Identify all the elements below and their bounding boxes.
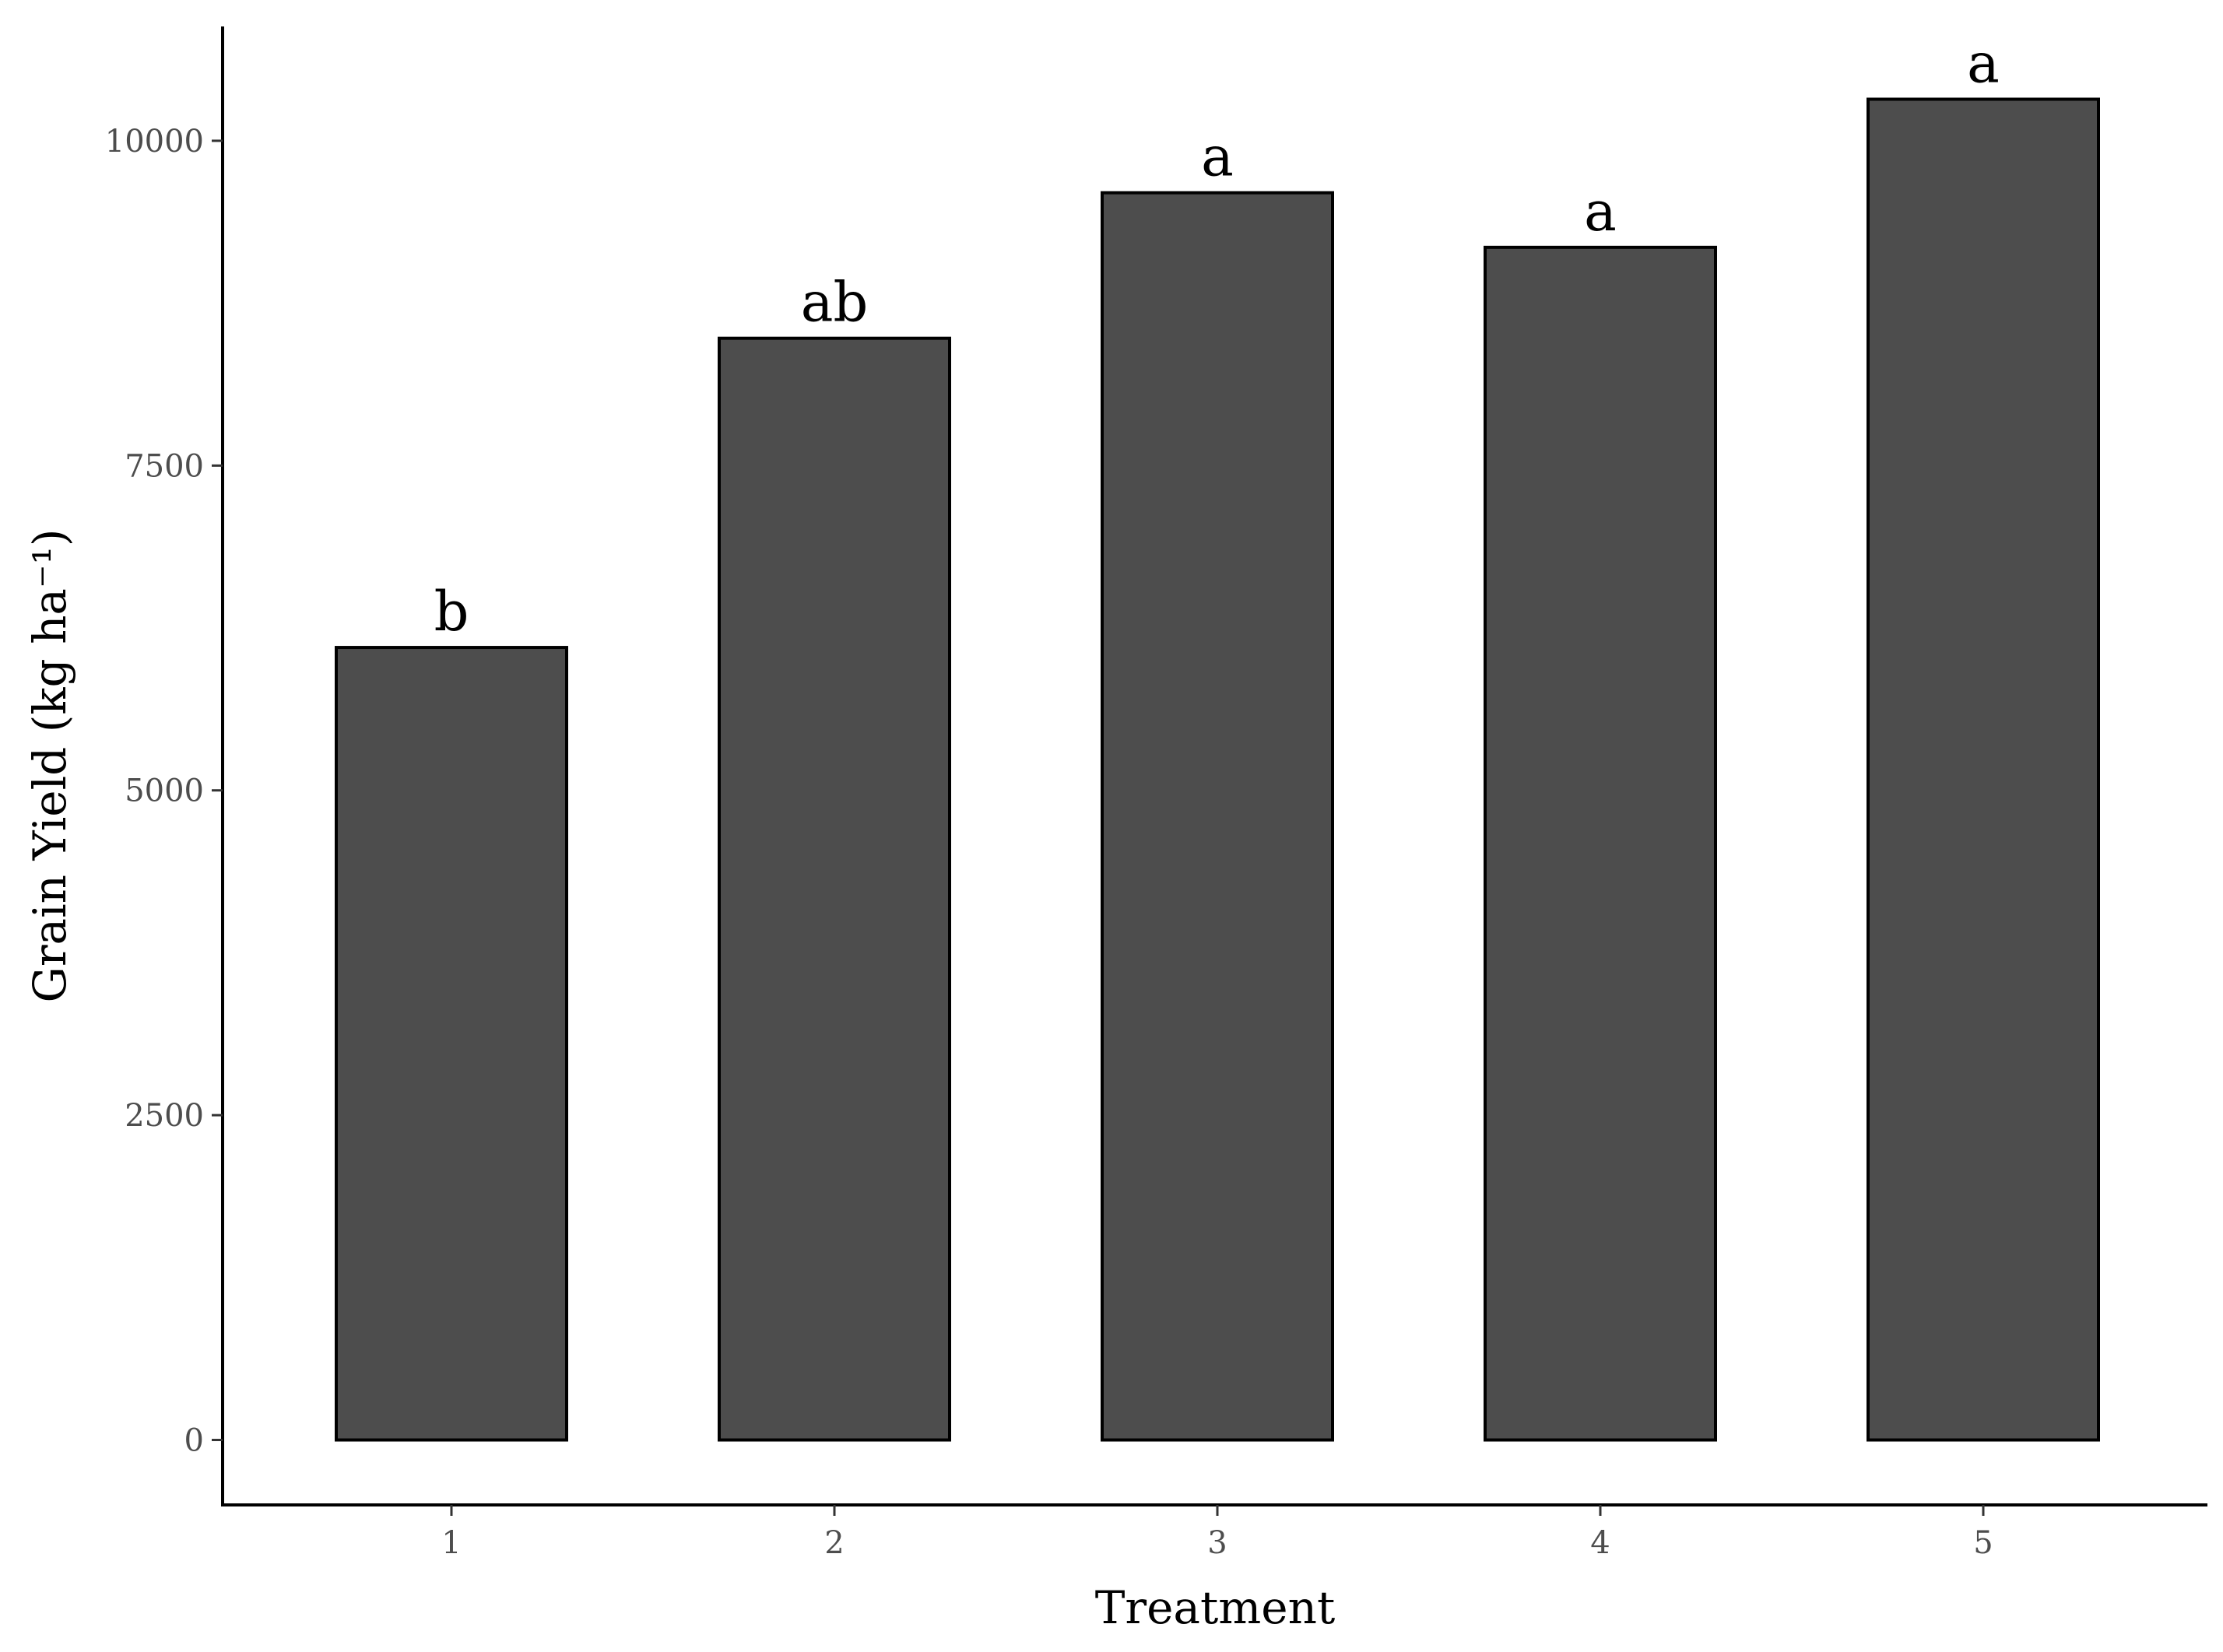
plot-area: b ab a a a 0 2500 5000 7500 10000 1 2 3 4 5 [105, 26, 2207, 1561]
bar-treatment-3 [1101, 191, 1334, 1442]
bar-treatment-1 [335, 646, 568, 1442]
significance-label-4: a [1584, 180, 1617, 244]
significance-label-3: a [1201, 125, 1234, 189]
significance-label-1: b [434, 580, 469, 644]
x-tick-label-4: 4 [1590, 1525, 1610, 1561]
x-axis-title: Treatment [1095, 1581, 1336, 1634]
y-axis-title: Grain Yield (kg ha⁻¹) [23, 529, 76, 1003]
significance-label-2: ab [801, 271, 869, 335]
y-tick-label-0: 0 [184, 1423, 204, 1459]
significance-label-5: a [1967, 31, 2000, 95]
x-tick-label-2: 2 [824, 1525, 844, 1561]
x-tick-label-3: 3 [1207, 1525, 1227, 1561]
bar-treatment-4 [1484, 245, 1717, 1442]
x-tick-label-1: 1 [441, 1525, 461, 1561]
y-tick-label-2500: 2500 [125, 1098, 204, 1134]
y-tick-label-10000: 10000 [105, 124, 204, 160]
y-tick-label-7500: 7500 [125, 448, 204, 484]
x-tick-label-5: 5 [1973, 1525, 1993, 1561]
bar-treatment-2 [718, 336, 951, 1442]
bar-treatment-5 [1867, 97, 2100, 1442]
y-tick-label-5000: 5000 [125, 773, 204, 809]
